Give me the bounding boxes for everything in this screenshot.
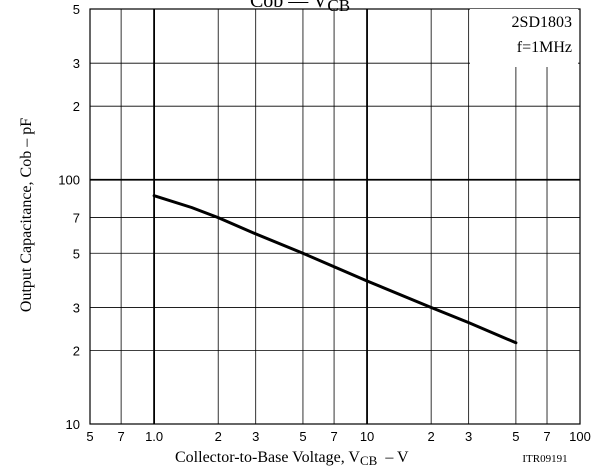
plot-frame <box>89 8 581 425</box>
x-tick-label: 5 <box>299 429 306 444</box>
device-label: 2SD1803 <box>512 14 572 31</box>
y-tick-label: 2 <box>73 99 80 114</box>
y-axis-label: Output Capacitance, Cob – pF <box>18 118 35 312</box>
x-tick-label: 1.0 <box>145 429 163 444</box>
series-line <box>152 194 518 345</box>
x-tick-label: 7 <box>543 429 550 444</box>
condition-label: f=1MHz <box>517 39 572 56</box>
x-tick-label: 5 <box>512 429 519 444</box>
x-tick-labels: 5 7 1.0 2 3 5 7 10 2 3 5 7 100 <box>86 429 590 444</box>
x-tick-label: 5 <box>86 429 93 444</box>
x-tick-label: 2 <box>215 429 222 444</box>
y-tick-label: 10 <box>66 417 80 432</box>
x-tick-label: 3 <box>465 429 472 444</box>
y-tick-label: 7 <box>73 211 80 226</box>
x-tick-label: 10 <box>360 429 374 444</box>
x-tick-label: 7 <box>330 429 337 444</box>
y-tick-label: 100 <box>58 173 80 188</box>
figure-code: ITR09191 <box>522 453 567 465</box>
x-axis-label: Collector-to-Base Voltage, VCB – V <box>175 449 409 468</box>
y-tick-label: 5 <box>73 2 80 17</box>
y-tick-label: 3 <box>73 56 80 71</box>
chart-title-fragment: Cob — VCB <box>250 0 350 15</box>
annotation-box <box>470 9 578 67</box>
x-tick-label: 3 <box>252 429 259 444</box>
x-tick-label: 7 <box>118 429 125 444</box>
y-tick-label: 3 <box>73 300 80 315</box>
y-tick-labels: 10 2 3 5 7 100 2 3 5 <box>58 2 80 432</box>
grid-lines <box>90 9 580 424</box>
y-tick-label: 5 <box>73 246 80 261</box>
y-tick-label: 2 <box>73 343 80 358</box>
x-tick-label: 100 <box>569 429 591 444</box>
x-tick-label: 2 <box>428 429 435 444</box>
